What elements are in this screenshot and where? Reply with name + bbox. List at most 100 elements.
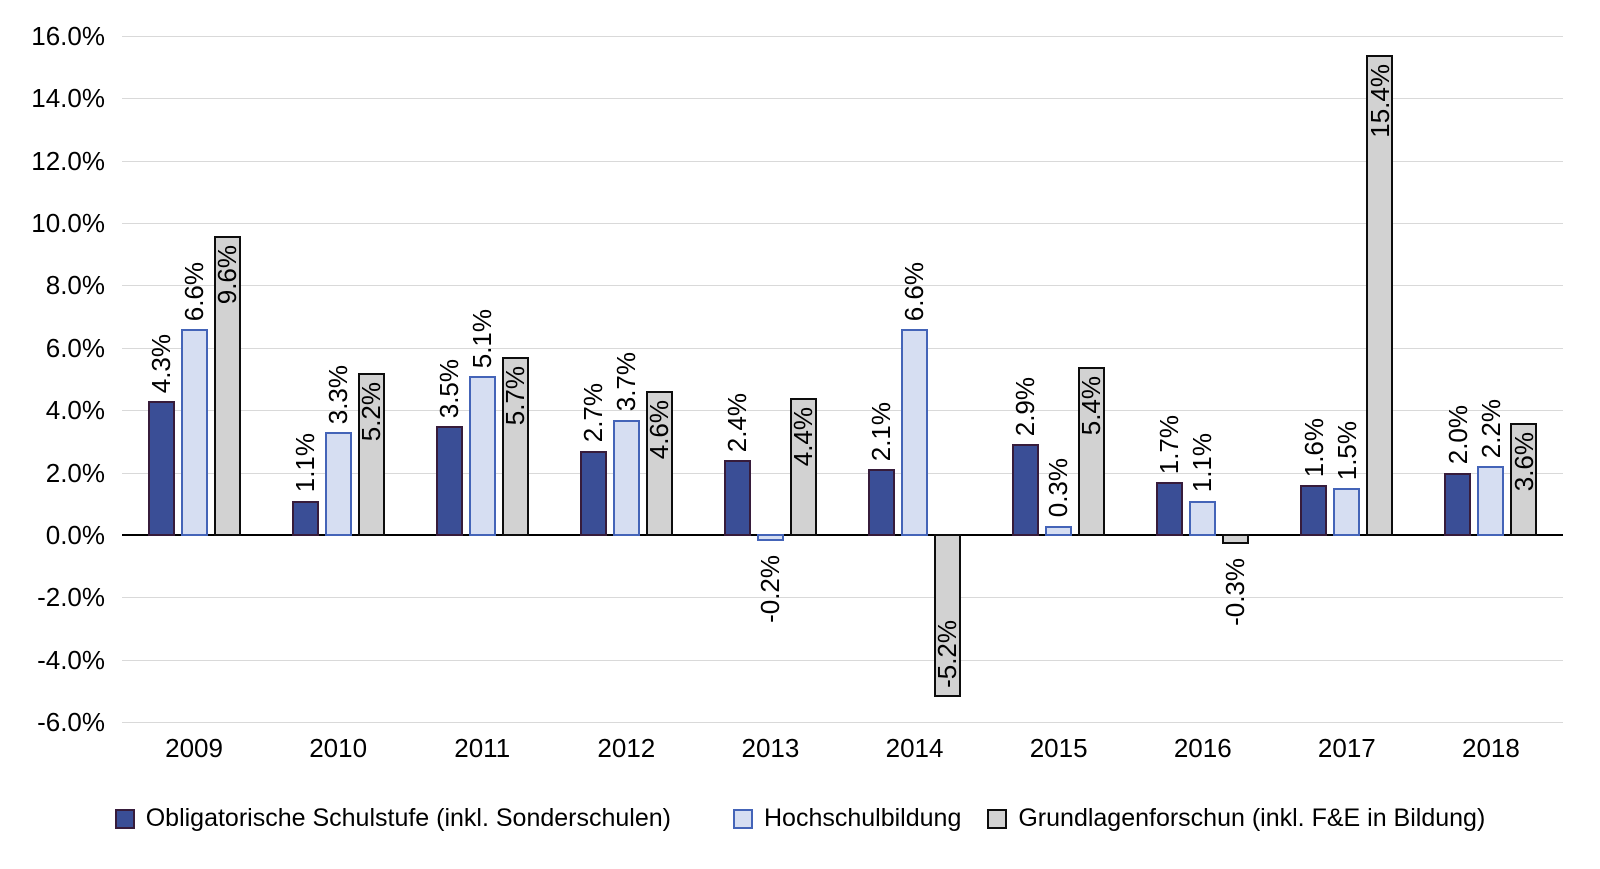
bar-value-label: 2.4% — [722, 392, 753, 453]
y-tick-label: -6.0% — [37, 707, 105, 737]
bar-series3-2012[interactable] — [645, 391, 673, 536]
bar-series1-2014[interactable] — [868, 469, 896, 536]
bar-series3-2015[interactable] — [1078, 366, 1106, 536]
y-tick-label: 2.0% — [45, 457, 105, 488]
x-tick-label-2011: 2011 — [454, 733, 511, 763]
x-tick-label-2015: 2015 — [1029, 733, 1088, 763]
y-tick-label: 12.0% — [31, 145, 105, 176]
bar-series1-2009[interactable] — [147, 400, 175, 536]
y-tick-label: 14.0% — [31, 83, 105, 114]
legend-item-3[interactable]: Grundlagenforschun (inkl. F&E in Bildung… — [987, 804, 1485, 833]
bar-series1-2011[interactable] — [435, 425, 463, 536]
y-tick-label: 8.0% — [45, 270, 105, 301]
bar-series2-2014[interactable] — [901, 329, 929, 536]
bar-value-label: 4.3% — [145, 333, 176, 393]
legend: Obligatorische Schulstufe (inkl. Sonders… — [0, 804, 1600, 833]
bar-value-label: 2.9% — [1010, 377, 1041, 437]
bar-value-label: 4.6% — [644, 400, 675, 460]
x-tick-label-2018: 2018 — [1462, 733, 1520, 763]
bar-series3-2011[interactable] — [501, 357, 529, 536]
bar-series1-2013[interactable] — [723, 460, 751, 536]
bar-series2-2012[interactable] — [612, 419, 640, 536]
gridline — [122, 347, 1563, 349]
gridline — [122, 285, 1563, 287]
gridline — [122, 160, 1563, 162]
bar-series1-2015[interactable] — [1012, 444, 1040, 536]
bar-value-label: 1.5% — [1331, 420, 1362, 481]
legend-swatch-icon — [987, 808, 1008, 829]
bar-series3-2017[interactable] — [1366, 54, 1394, 536]
gridline — [122, 98, 1563, 100]
bar-value-label: 6.6% — [178, 261, 209, 322]
bar-series1-2012[interactable] — [579, 450, 607, 536]
bar-value-label: -0.2% — [755, 555, 786, 624]
legend-item-1[interactable]: Obligatorische Schulstufe (inkl. Sonders… — [114, 804, 671, 833]
x-axis-line — [122, 533, 1563, 536]
bar-series3-2013[interactable] — [789, 397, 817, 536]
legend-label: Obligatorische Schulstufe (inkl. Sonders… — [145, 804, 671, 832]
bar-value-label: 5.1% — [466, 308, 497, 368]
bar-series2-2017[interactable] — [1333, 488, 1361, 536]
bar-value-label: 5.2% — [355, 381, 386, 442]
bar-series1-2010[interactable] — [291, 500, 319, 536]
bar-series2-2010[interactable] — [324, 432, 352, 536]
gridline — [122, 597, 1563, 599]
gridline — [122, 36, 1563, 37]
x-tick-label-2013: 2013 — [741, 733, 800, 763]
gridline — [122, 659, 1563, 661]
bar-series2-2009[interactable] — [180, 329, 208, 536]
bar-series2-2011[interactable] — [468, 375, 496, 536]
bar-series3-2014[interactable] — [934, 533, 962, 698]
bar-value-label: 3.7% — [611, 352, 642, 412]
x-tick-label-2009: 2009 — [165, 733, 223, 763]
legend-swatch-icon — [114, 808, 135, 829]
bar-series2-2013[interactable] — [756, 533, 784, 542]
bar-value-label: 1.6% — [1298, 417, 1329, 478]
bar-series3-2016[interactable] — [1222, 533, 1250, 545]
gridline — [122, 410, 1563, 412]
gridline — [122, 223, 1563, 225]
y-tick-label: 4.0% — [45, 395, 105, 426]
bar-series1-2016[interactable] — [1156, 481, 1184, 536]
y-tick-label: 16.0% — [31, 21, 105, 51]
bar-value-label: 4.4% — [788, 406, 819, 466]
bar-series3-2010[interactable] — [357, 372, 385, 536]
bar-value-label: -5.2% — [932, 620, 963, 689]
bar-value-label: 6.6% — [899, 261, 930, 322]
bar-value-label: 3.5% — [433, 358, 464, 418]
gridline — [122, 472, 1563, 474]
bar-value-label: 1.7% — [1154, 414, 1185, 474]
bar-value-label: 1.1% — [1187, 433, 1218, 493]
bar-series2-2018[interactable] — [1477, 466, 1505, 536]
bar-series2-2015[interactable] — [1045, 525, 1073, 536]
bar-series1-2017[interactable] — [1300, 485, 1328, 536]
bar-series1-2018[interactable] — [1444, 472, 1472, 536]
bar-value-label: 2.2% — [1475, 399, 1506, 459]
x-tick-label-2012: 2012 — [597, 733, 656, 763]
x-tick-label-2014: 2014 — [885, 733, 944, 763]
bar-value-label: -0.3% — [1220, 558, 1251, 627]
x-tick-label-2016: 2016 — [1173, 733, 1232, 763]
bar-value-label: 2.0% — [1442, 405, 1473, 465]
y-tick-label: 0.0% — [45, 519, 105, 550]
x-tick-label-2010: 2010 — [309, 733, 368, 763]
bar-value-label: 3.6% — [1508, 431, 1539, 491]
x-tick-label-2017: 2017 — [1317, 733, 1376, 763]
bar-value-label: 9.6% — [211, 244, 242, 304]
bar-value-label: 3.3% — [322, 364, 353, 424]
y-tick-label: 10.0% — [31, 208, 105, 239]
legend-item-2[interactable]: Hochschulbildung — [733, 804, 961, 833]
bar-value-label: 5.4% — [1076, 375, 1107, 435]
y-tick-label: -4.0% — [37, 644, 105, 675]
y-tick-label: 6.0% — [45, 332, 105, 363]
bar-value-label: 2.1% — [866, 402, 897, 462]
bar-value-label: 2.7% — [578, 383, 609, 443]
y-tick-label: -2.0% — [37, 582, 105, 613]
bar-value-label: 1.1% — [289, 433, 320, 493]
bar-series3-2018[interactable] — [1510, 422, 1538, 536]
bar-series3-2009[interactable] — [213, 235, 241, 536]
legend-label: Grundlagenforschun (inkl. F&E in Bildung… — [1018, 804, 1486, 832]
bar-series2-2016[interactable] — [1189, 500, 1217, 536]
legend-swatch-icon — [733, 808, 753, 829]
